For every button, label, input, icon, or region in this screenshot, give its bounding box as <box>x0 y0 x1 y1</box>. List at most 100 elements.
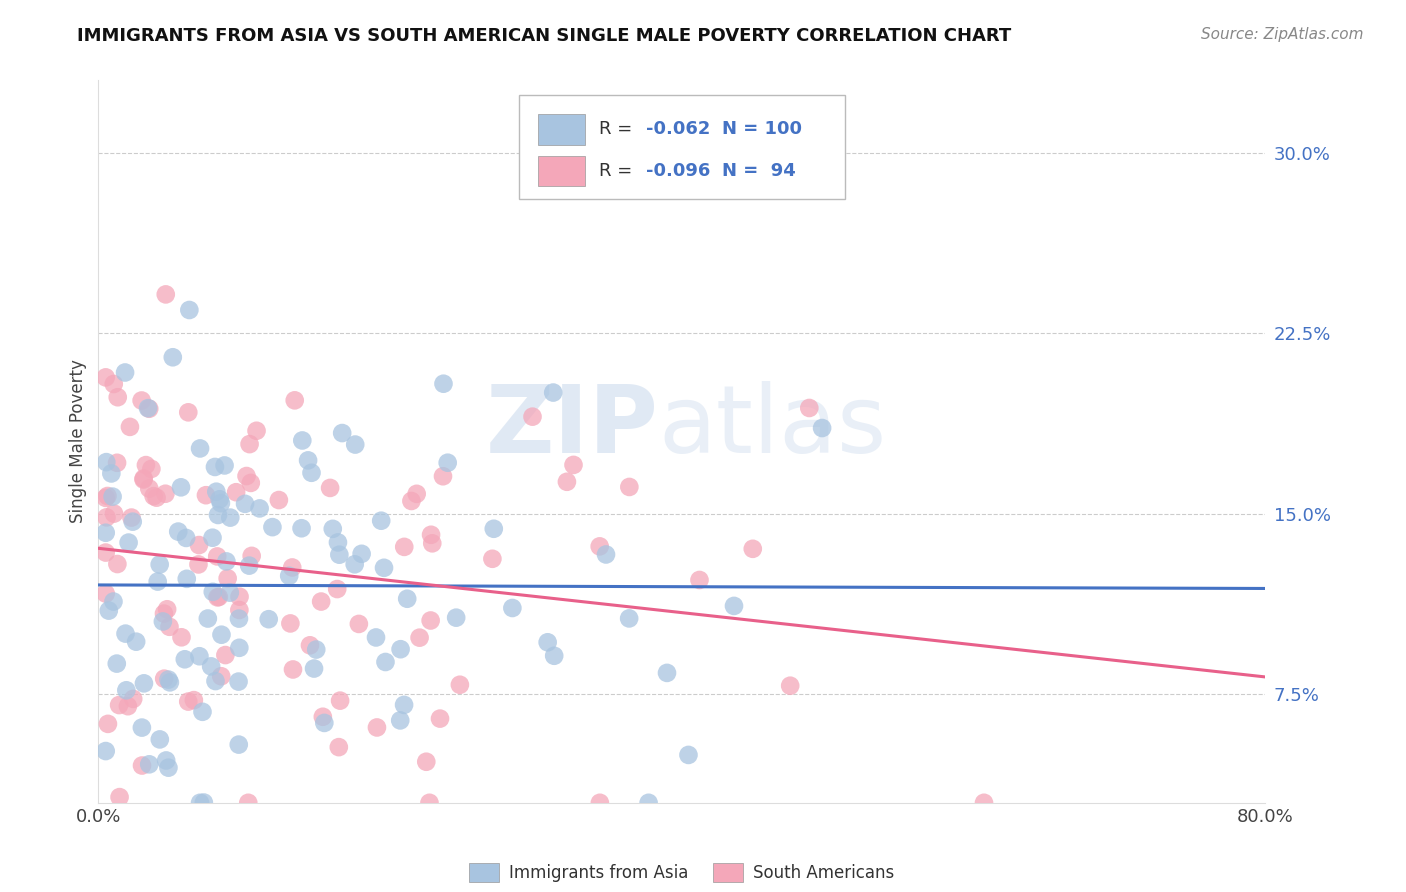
Point <box>94 545 117 559</box>
Point <box>689 573 711 587</box>
Text: R =: R = <box>599 120 638 138</box>
Point <box>374 655 396 669</box>
Point <box>96 510 118 524</box>
Point <box>330 425 353 440</box>
Point <box>177 405 200 419</box>
Point <box>205 484 228 499</box>
Point <box>779 679 801 693</box>
Point <box>328 740 350 755</box>
Point <box>132 471 155 485</box>
Point <box>350 547 373 561</box>
Point <box>522 409 544 424</box>
Point <box>159 675 181 690</box>
Point <box>281 560 304 574</box>
Point <box>188 649 211 664</box>
Point <box>329 693 352 707</box>
Point <box>322 522 344 536</box>
Point <box>432 469 454 483</box>
Point <box>155 287 177 301</box>
Point <box>290 521 312 535</box>
Point <box>637 796 659 810</box>
Point <box>543 648 565 663</box>
Point <box>537 635 560 649</box>
Point <box>193 796 215 810</box>
Point <box>235 469 257 483</box>
Point <box>401 494 423 508</box>
Point <box>183 693 205 707</box>
Point <box>228 611 250 625</box>
FancyBboxPatch shape <box>519 95 845 200</box>
Point <box>314 715 336 730</box>
Point <box>218 585 240 599</box>
Point <box>101 490 124 504</box>
Point <box>799 401 821 415</box>
Point <box>97 717 120 731</box>
Point <box>191 705 214 719</box>
Point <box>257 612 280 626</box>
Point <box>207 591 229 605</box>
Text: -0.062: -0.062 <box>645 120 710 138</box>
Text: ZIP: ZIP <box>485 381 658 473</box>
Point <box>103 376 125 391</box>
Point <box>103 507 125 521</box>
Point <box>405 487 427 501</box>
Point <box>156 602 179 616</box>
Point <box>238 796 260 810</box>
Point <box>201 585 224 599</box>
Point <box>319 481 342 495</box>
Point <box>94 491 117 505</box>
Point <box>240 549 263 563</box>
Point <box>214 648 236 662</box>
Point <box>811 421 834 435</box>
Point <box>114 366 136 380</box>
Point <box>619 480 641 494</box>
Point <box>589 796 612 810</box>
Point <box>132 676 155 690</box>
Point <box>418 796 440 810</box>
Point <box>217 571 239 585</box>
Point <box>153 607 176 621</box>
Point <box>162 351 184 365</box>
Point <box>415 755 437 769</box>
Point <box>655 665 678 680</box>
Point <box>187 558 209 572</box>
Point <box>100 467 122 481</box>
Point <box>159 620 181 634</box>
Point <box>136 401 159 416</box>
Point <box>122 691 145 706</box>
Point <box>188 796 211 810</box>
Point <box>149 558 172 572</box>
Point <box>228 674 250 689</box>
Point <box>973 796 995 810</box>
Point <box>364 631 387 645</box>
Point <box>174 531 197 545</box>
Point <box>436 456 458 470</box>
Point <box>145 491 167 505</box>
Point <box>541 385 564 400</box>
Point <box>94 744 117 758</box>
Text: N =  94: N = 94 <box>721 162 796 180</box>
Point <box>138 401 160 416</box>
Point <box>103 594 125 608</box>
Point <box>197 611 219 625</box>
Point <box>228 590 250 604</box>
Point <box>396 591 419 606</box>
Point <box>723 599 745 613</box>
Point <box>249 501 271 516</box>
Point <box>366 721 388 735</box>
Point <box>394 540 416 554</box>
Point <box>152 615 174 629</box>
Bar <box>538 114 585 145</box>
Point <box>131 721 153 735</box>
Point <box>97 604 120 618</box>
Point <box>225 485 247 500</box>
Point <box>142 489 165 503</box>
Point <box>155 754 177 768</box>
Point <box>214 458 236 473</box>
Point <box>262 520 284 534</box>
Point <box>117 535 139 549</box>
Point <box>132 473 155 487</box>
Point <box>678 747 700 762</box>
Point <box>170 630 193 644</box>
Point <box>343 558 366 572</box>
